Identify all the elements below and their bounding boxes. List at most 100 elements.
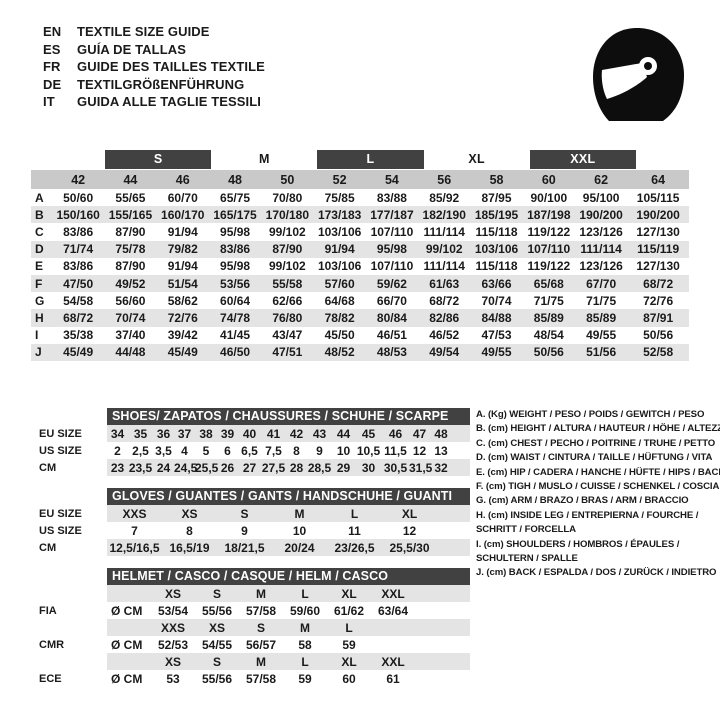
table-row: G 54/58 56/60 58/62 60/64 62/66 64/68 66/70 68/7… (31, 292, 689, 309)
helmet-size-label: XS (164, 586, 181, 601)
table-cell: 56/60 (115, 293, 146, 308)
table-row: US SIZE 2 2,5 3,5 4 5 6 6,5 7,5 8 9 10 10,5 11,5 12 13 (39, 442, 470, 459)
size-band-xxl: XXL (529, 149, 636, 169)
table-cell: 87/90 (272, 242, 303, 257)
table-cell: 23 (110, 460, 125, 475)
table-cell: 185/195 (474, 207, 519, 222)
table-cell: 25,5 (195, 460, 219, 475)
table-row: A 50/60 55/65 60/70 65/75 70/80 75/85 83/88 85/9… (31, 189, 689, 206)
table-cell: 27,5 (261, 460, 286, 475)
table-cell: 37/40 (115, 328, 146, 343)
table-cell: 177/187 (370, 207, 414, 222)
table-cell: 10 (336, 443, 351, 458)
helmet-table-title: HELMET / CASCO / CASQUE / HELM / CASCO (107, 568, 470, 585)
language-row-de: DE TEXTILGRÖßENFÜHRUNG (43, 77, 265, 95)
table-cell: 9 (316, 443, 323, 458)
table-cell: 61 (386, 671, 400, 686)
table-cell: 59 (298, 671, 312, 686)
table-cell: 49/52 (115, 276, 146, 291)
table-cell: 68/72 (429, 293, 460, 308)
table-cell: 37 (177, 426, 192, 441)
table-cell: 38 (199, 426, 213, 441)
legend-line: A. (Kg) WEIGHT / PESO / POIDS / GEWITCH … (476, 409, 705, 420)
table-cell: 103/106 (317, 224, 362, 239)
helmet-size-row: XXS XS S M L (107, 619, 470, 636)
table-row: J 45/49 44/48 45/49 46/50 47/51 48/52 48/53 49/5… (31, 343, 689, 361)
table-cell: 58/62 (167, 293, 198, 308)
row-label-fia: FIA (39, 604, 57, 617)
table-cell: 7,5 (265, 443, 282, 458)
table-cell: 50/56 (643, 328, 674, 343)
table-cell: 49/54 (429, 345, 460, 360)
table-cell: 123/126 (579, 224, 623, 239)
table-cell: 51/56 (586, 345, 617, 360)
table-cell: 59/62 (376, 276, 407, 291)
legend-line: SCHULTERN / SPALLE (476, 553, 578, 565)
table-cell: 31,5 (409, 460, 433, 475)
table-cell: 55/65 (115, 190, 146, 205)
size-band-s: S (105, 149, 212, 169)
table-cell: 173/183 (317, 207, 362, 222)
table-cell: 84/88 (481, 310, 512, 325)
helmet-size-label: XS (208, 620, 225, 635)
table-cell: 107/110 (370, 259, 414, 274)
helmet-size-label: L (345, 620, 353, 635)
table-cell: 12 (402, 523, 417, 538)
row-values: 68/72 70/74 72/76 74/78 76/80 78/82 80/84 82/86… (52, 311, 689, 325)
table-cell: 72/76 (643, 293, 674, 308)
table-cell: 115/118 (475, 224, 518, 239)
table-cell: 187/198 (527, 207, 571, 222)
table-cell: 115/118 (475, 259, 518, 274)
measurement-legend: A. (Kg) WEIGHT / PESO / POIDS / GEWITCH … (476, 408, 720, 581)
table-cell: 87/95 (481, 190, 512, 205)
table-cell: 155/165 (108, 207, 153, 222)
table-cell: 61/62 (333, 603, 365, 618)
table-cell: 35/38 (63, 328, 94, 343)
language-title: TEXTILGRÖßENFÜHRUNG (77, 76, 245, 92)
gloves-size-table: GLOVES / GUANTES / GANTS / HANDSCHUHE / … (39, 488, 470, 556)
row-label-cm: CM (39, 541, 57, 554)
table-cell: 57/60 (324, 276, 355, 291)
column-header-42: 42 (71, 172, 86, 187)
helmet-size-label: S (212, 654, 221, 669)
shoes-size-table: SHOES/ ZAPATOS / CHAUSSURES / SCHUHE / S… (39, 408, 470, 476)
table-cell: 170/180 (265, 207, 310, 222)
table-cell: 28 (289, 460, 304, 475)
table-cell: 29 (336, 460, 351, 475)
language-code: FR (43, 59, 61, 74)
language-title: TEXTILE SIZE GUIDE (77, 24, 210, 39)
table-cell: 50/60 (63, 190, 94, 205)
table-cell: 70/80 (272, 190, 303, 205)
table-cell: 53/54 (157, 603, 189, 618)
table-cell: 61/63 (429, 276, 460, 291)
table-cell: 87/90 (115, 224, 146, 239)
row-values: 83/86 87/90 91/94 95/98 99/102 103/106 107/110… (52, 259, 689, 273)
table-cell: 83/86 (63, 259, 94, 274)
table-cell: 36 (156, 426, 171, 441)
table-cell: 99/102 (268, 259, 306, 274)
column-header-46: 46 (175, 172, 190, 187)
table-cell: 8 (186, 523, 193, 538)
helmet-size-label: L (301, 586, 309, 601)
shoes-table-title: SHOES/ ZAPATOS / CHAUSSURES / SCHUHE / S… (107, 408, 470, 425)
table-row: D 71/74 75/78 79/82 83/86 87/90 91/94 95/98 99/1… (31, 240, 689, 258)
row-label-b: B (35, 207, 44, 222)
column-header-58: 58 (489, 172, 504, 187)
table-cell: 119/122 (527, 224, 571, 239)
table-cell: 127/130 (636, 259, 680, 274)
legend-line: G. (cm) ARM / BRAZO / BRAS / ARM / BRACC… (476, 495, 689, 507)
table-cell: 44/48 (115, 345, 146, 360)
table-row: CM 23 23,5 24 24,5 25,5 26 27 27,5 28 28,5 29 30 30,5… (39, 459, 470, 476)
table-cell: 72/76 (167, 310, 198, 325)
language-row-es: ES GUÍA DE TALLAS (43, 42, 265, 60)
table-cell: 190/200 (636, 207, 680, 222)
table-cell: 70/74 (481, 293, 512, 308)
table-cell: 75/78 (115, 242, 146, 257)
table-cell: 57/58 (245, 671, 277, 686)
table-row: I 35/38 37/40 39/42 41/45 43/47 45/50 46/51 46/5… (31, 327, 689, 344)
table-cell: 39/42 (167, 328, 198, 343)
row-label-eu-size: EU SIZE (39, 507, 82, 520)
table-cell: 47 (412, 426, 427, 441)
table-row: EU SIZE 34 35 36 37 38 39 40 41 42 43 44 45 46 47 48 (39, 425, 470, 442)
row-label-us-size: US SIZE (39, 524, 82, 537)
